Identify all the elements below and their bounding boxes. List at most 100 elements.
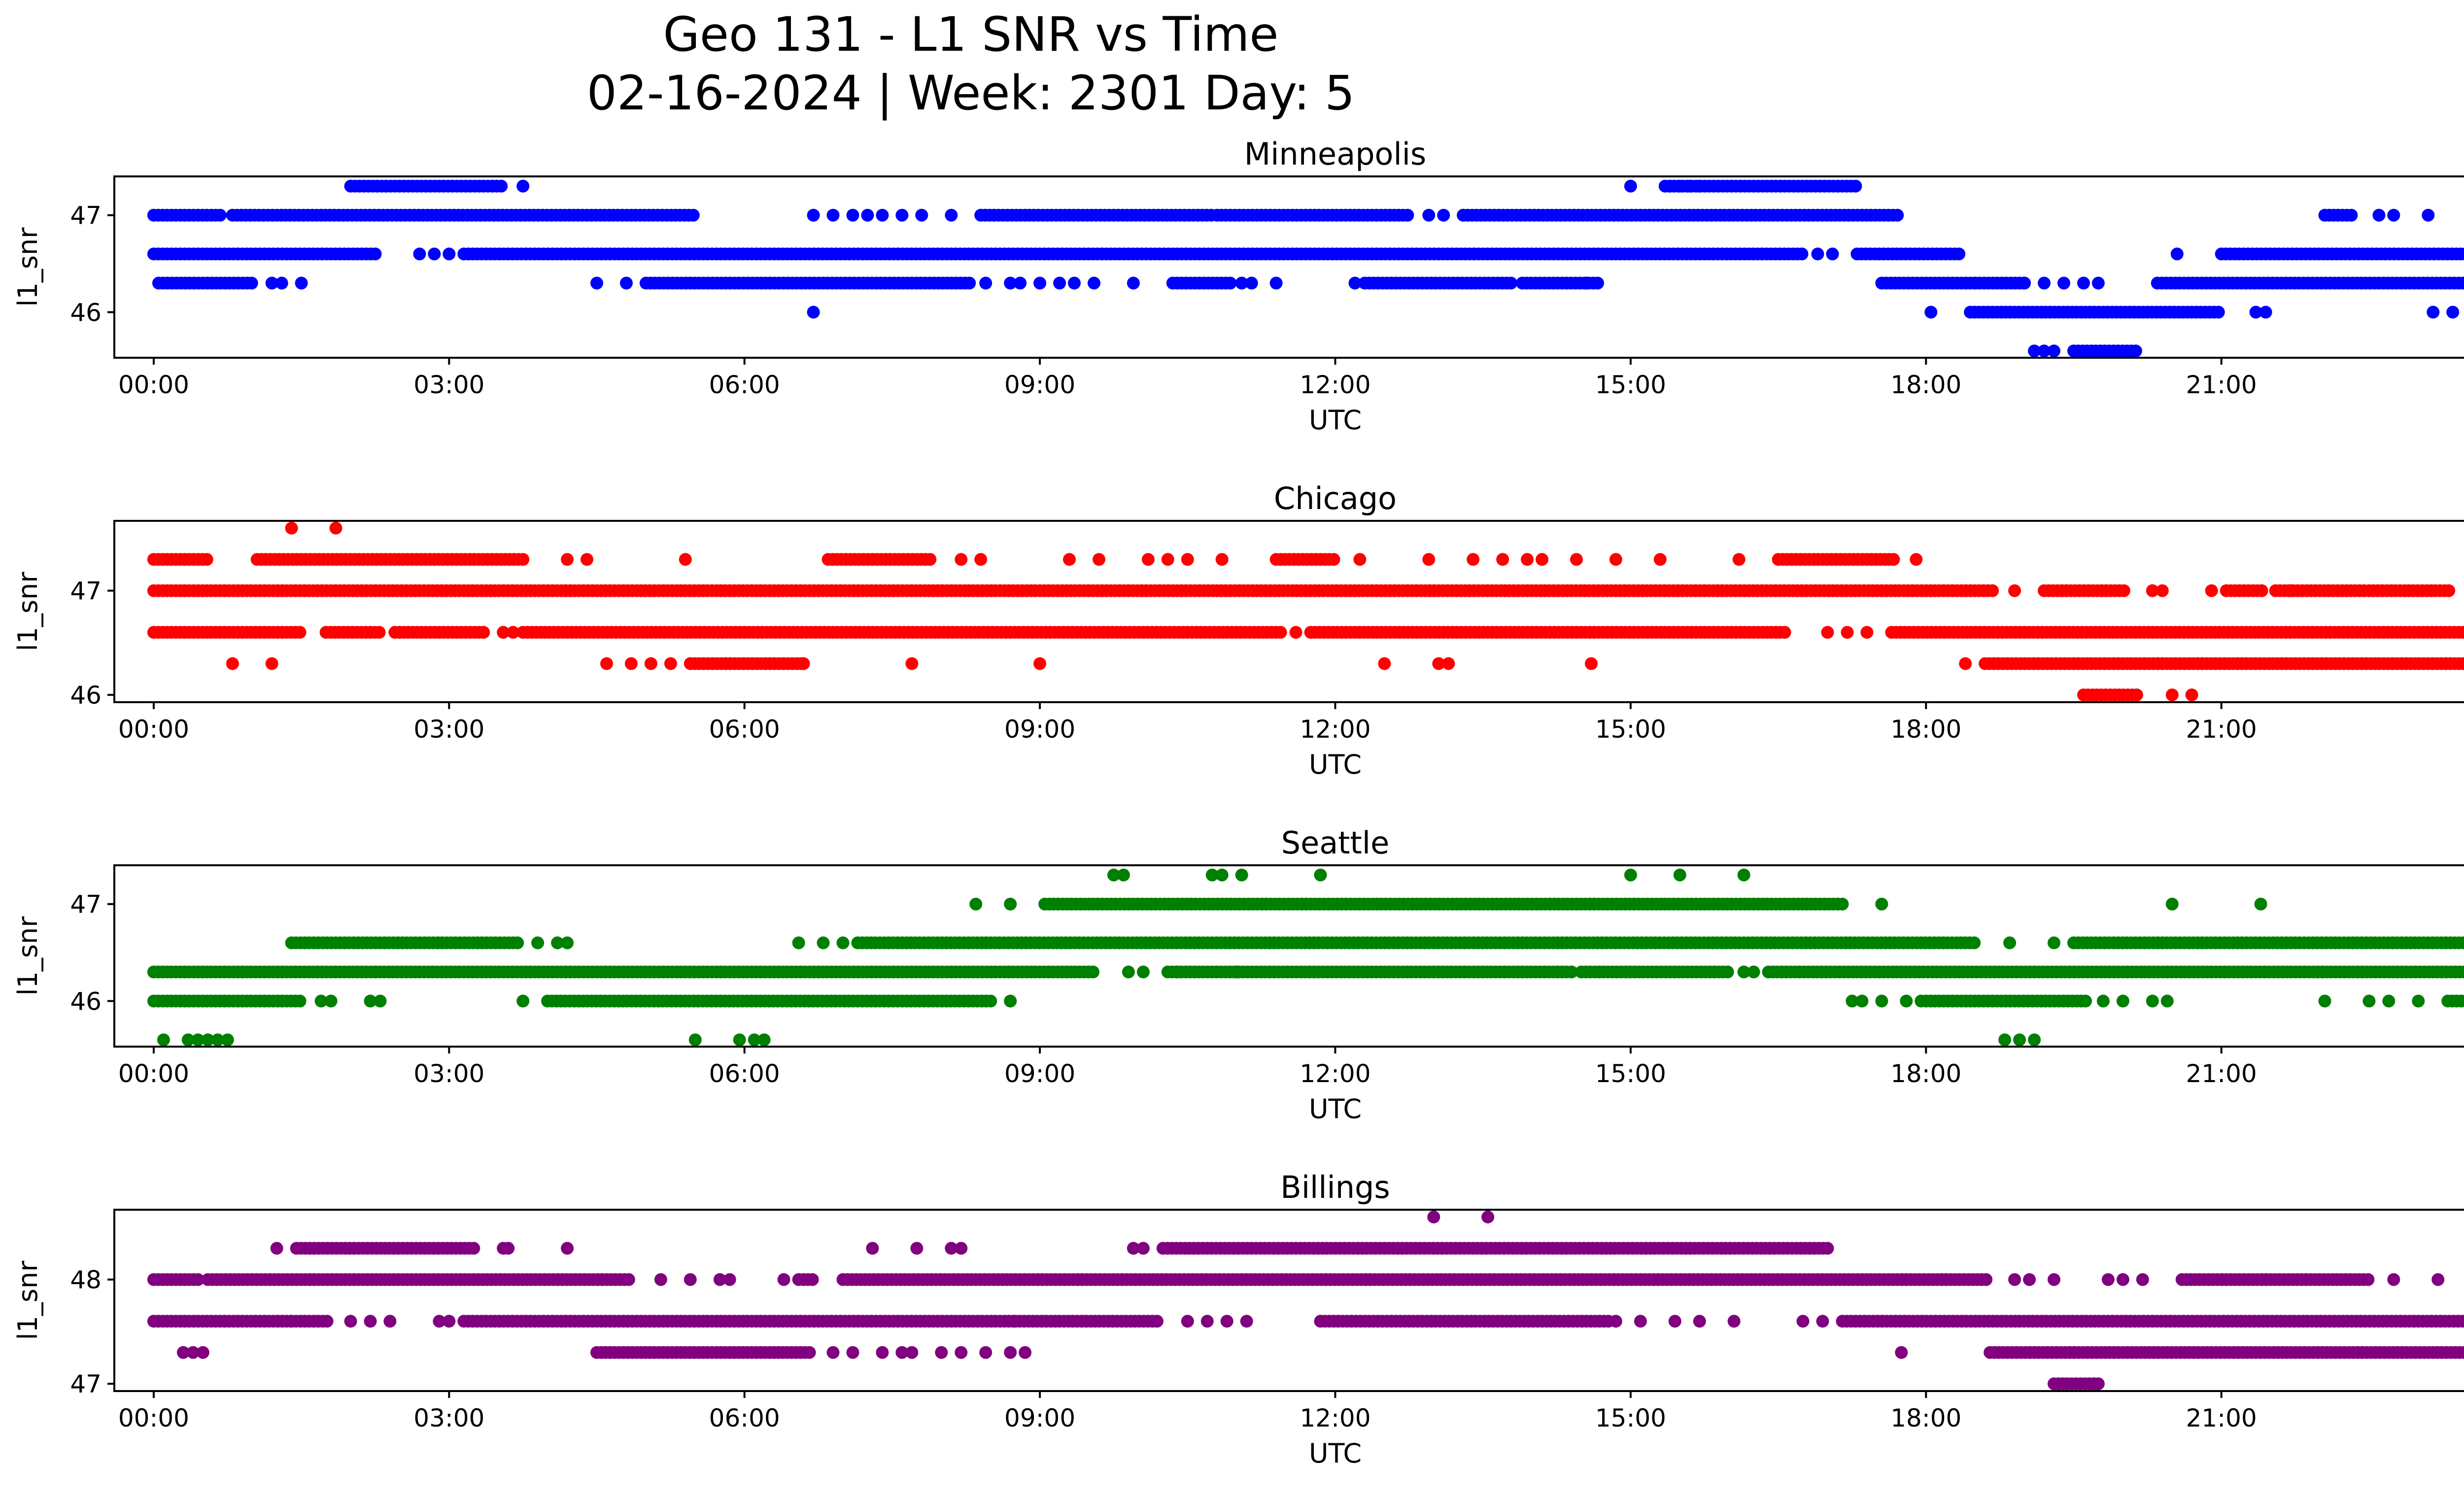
data-point (1747, 966, 1760, 979)
data-point (2018, 277, 2031, 290)
data-point (1117, 869, 1130, 882)
data-point (1224, 277, 1237, 290)
data-point (1585, 657, 1598, 670)
data-point (516, 180, 529, 193)
data-point (2166, 898, 2179, 911)
data-point (321, 1315, 334, 1327)
x-tick-label: 06:00 (709, 715, 780, 744)
data-point (2319, 995, 2331, 1008)
x-tick-label: 15:00 (1595, 371, 1666, 399)
data-point (797, 657, 810, 670)
data-point (984, 995, 997, 1008)
x-tick-label: 18:00 (1890, 715, 1961, 744)
data-point (1088, 277, 1100, 290)
data-point (2129, 344, 2142, 357)
data-point (679, 553, 692, 566)
x-tick-label: 03:00 (413, 371, 484, 399)
data-point (2048, 1273, 2060, 1286)
data-point (979, 277, 992, 290)
data-point (1887, 553, 1900, 566)
data-point (201, 553, 213, 566)
data-point (837, 936, 850, 949)
x-tick-label: 12:00 (1300, 1059, 1370, 1088)
data-point (531, 936, 544, 949)
data-point (1624, 869, 1637, 882)
y-axis-label: l1_snr (12, 916, 43, 996)
data-point (1849, 180, 1862, 193)
data-point (1721, 966, 1734, 979)
y-axis-label: l1_snr (12, 227, 43, 307)
data-point (963, 277, 976, 290)
data-point (1952, 247, 1965, 260)
data-point (2102, 1273, 2115, 1286)
data-point (1674, 869, 1686, 882)
data-point (1427, 1211, 1440, 1224)
data-point (1162, 553, 1174, 566)
data-point (2256, 584, 2268, 597)
data-point (622, 1273, 635, 1286)
data-point (1900, 995, 1913, 1008)
data-point (2028, 1033, 2041, 1046)
data-point (1821, 1242, 1834, 1255)
data-point (330, 522, 342, 535)
panel-title: Billings (1280, 1169, 1390, 1205)
data-point (924, 553, 936, 566)
data-point (2171, 247, 2184, 260)
data-point (443, 247, 455, 260)
data-point (221, 1033, 234, 1046)
data-point (895, 209, 908, 222)
data-point (590, 277, 603, 290)
x-tick-label: 06:00 (709, 1059, 780, 1088)
data-point (847, 209, 859, 222)
data-point (373, 626, 386, 639)
data-point (1137, 966, 1150, 979)
data-point (733, 1033, 746, 1046)
data-point (1142, 553, 1155, 566)
x-tick-label: 18:00 (1890, 1059, 1961, 1088)
data-point (1270, 277, 1283, 290)
x-tick-label: 21:00 (2186, 371, 2257, 399)
data-point (2166, 688, 2179, 701)
y-tick-label: 46 (70, 681, 102, 710)
panel-title: Minneapolis (1244, 136, 1427, 172)
data-point (1151, 1315, 1164, 1327)
y-tick-label: 47 (70, 202, 102, 230)
data-point (1063, 553, 1076, 566)
data-point (2048, 344, 2060, 357)
data-point (2255, 898, 2267, 911)
data-point (2186, 688, 2198, 701)
data-point (806, 1273, 819, 1286)
data-point (1521, 553, 1534, 566)
data-point (969, 898, 982, 911)
figure-title-line1: Geo 131 - L1 SNR vs Time (663, 7, 1279, 62)
y-tick-label: 46 (70, 987, 102, 1016)
data-point (1353, 553, 1366, 566)
data-point (1910, 553, 1922, 566)
x-tick-label: 09:00 (1004, 1059, 1075, 1088)
data-point (827, 209, 840, 222)
data-point (1496, 553, 1509, 566)
data-point (507, 626, 519, 639)
x-tick-label: 00:00 (118, 715, 189, 744)
data-point (2382, 995, 2395, 1008)
data-point (2118, 584, 2130, 597)
data-point (1087, 966, 1099, 979)
data-point (910, 1242, 923, 1255)
data-point (1033, 657, 1046, 670)
data-point (1216, 553, 1229, 566)
data-point (1875, 898, 1888, 911)
y-axis-label: l1_snr (12, 572, 43, 651)
figure-title-line2: 02-16-2024 | Week: 2301 Day: 5 (587, 66, 1355, 121)
data-point (876, 209, 889, 222)
data-point (428, 247, 441, 260)
x-tick-label: 12:00 (1300, 715, 1370, 744)
data-point (689, 1033, 702, 1046)
data-point (1231, 966, 1243, 979)
data-point (866, 1242, 879, 1255)
data-point (1422, 553, 1435, 566)
data-point (807, 209, 820, 222)
data-point (1570, 553, 1583, 566)
data-point (1986, 584, 1999, 597)
data-point (413, 247, 426, 260)
